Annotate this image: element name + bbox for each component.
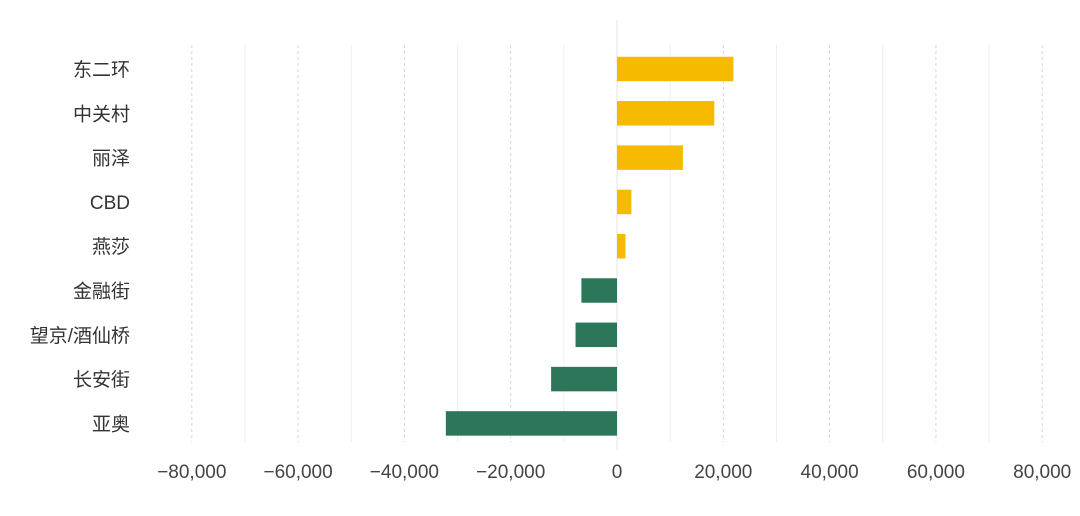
bar-5	[581, 278, 617, 303]
category-label: 亚奥	[92, 413, 130, 435]
bar-4	[617, 233, 626, 259]
bar-2	[617, 145, 683, 170]
bar-6	[575, 322, 617, 348]
x-tick-label: 20,000	[694, 462, 752, 483]
category-label: 金融街	[73, 281, 130, 303]
category-label: 长安街	[73, 369, 130, 391]
bar-8	[445, 411, 617, 436]
x-tick-label: −20,000	[476, 462, 545, 483]
x-tick-label: −80,000	[157, 462, 226, 483]
category-label: 丽泽	[92, 149, 130, 170]
bar-1	[617, 101, 715, 126]
x-tick-label: −40,000	[370, 462, 439, 483]
category-label: 东二环	[73, 59, 130, 81]
x-tick-label: 60,000	[907, 462, 965, 483]
category-label: 中关村	[73, 103, 130, 125]
category-label: 望京/酒仙桥	[30, 325, 130, 347]
category-label: 燕莎	[92, 236, 130, 258]
bar-3	[617, 189, 632, 215]
category-label: CBD	[90, 193, 130, 214]
x-tick-label: 40,000	[801, 462, 859, 483]
bar-0	[617, 56, 734, 82]
x-tick-label: 80,000	[1013, 462, 1071, 483]
x-tick-label: −60,000	[263, 462, 332, 483]
bar-7	[551, 366, 617, 392]
x-tick-label: 0	[612, 462, 623, 483]
